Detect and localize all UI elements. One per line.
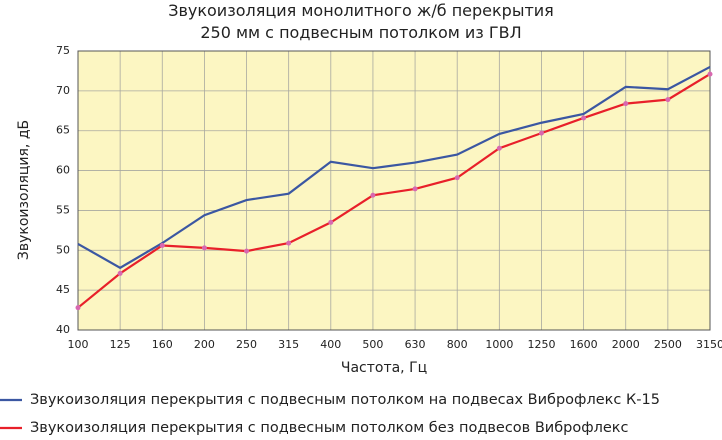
- y-tick-label: 55: [56, 203, 70, 216]
- data-point: [454, 175, 460, 181]
- y-tick-label: 75: [56, 44, 70, 57]
- data-point: [623, 101, 629, 107]
- y-tick-label: 40: [56, 323, 70, 336]
- data-point: [538, 130, 544, 136]
- x-axis-label: Частота, Гц: [341, 360, 427, 376]
- x-tick-label: 400: [320, 338, 341, 351]
- x-tick-label: 250: [236, 338, 257, 351]
- y-tick-label: 65: [56, 124, 70, 137]
- x-tick-label: 2000: [612, 338, 640, 351]
- data-line: [77, 73, 711, 309]
- data-point: [286, 240, 292, 246]
- x-tick-label: 2500: [654, 338, 682, 351]
- x-tick-label: 160: [152, 338, 173, 351]
- data-point: [412, 186, 418, 192]
- x-tick-label: 630: [405, 338, 426, 351]
- legend-label: Звукоизоляция перекрытия с подвесным пот…: [30, 392, 660, 408]
- data-point: [75, 305, 81, 311]
- y-tick-label: 70: [56, 84, 70, 97]
- x-tick-label: 100: [68, 338, 89, 351]
- x-tick-label: 315: [278, 338, 299, 351]
- x-tick-label: 125: [110, 338, 131, 351]
- x-tick-label: 200: [194, 338, 215, 351]
- y-tick-label: 50: [56, 243, 70, 256]
- x-tick-label: 1250: [527, 338, 555, 351]
- plot-border: [77, 50, 711, 331]
- data-point: [244, 248, 250, 254]
- plot-background: [78, 51, 710, 330]
- data-point: [328, 219, 334, 225]
- data-point: [665, 97, 671, 103]
- data-point: [707, 71, 713, 77]
- title-box: Звукоизоляция монолитного ж/б перекрытия…: [0, 0, 722, 44]
- y-tick-label: 45: [56, 283, 70, 296]
- x-tick-label: 1000: [485, 338, 513, 351]
- data-line: [77, 65, 711, 270]
- data-point: [370, 192, 376, 198]
- x-tick-label: 3150: [696, 338, 722, 351]
- data-point: [201, 245, 207, 251]
- x-tick-label: 500: [362, 338, 383, 351]
- data-point: [581, 115, 587, 121]
- x-tick-label: 1600: [570, 338, 598, 351]
- data-point: [117, 270, 123, 276]
- legend-label: Звукоизоляция перекрытия с подвесным пот…: [30, 420, 629, 436]
- y-tick-label: 60: [56, 164, 70, 177]
- data-point: [159, 243, 165, 249]
- y-axis-label: Звукоизоляция, дБ: [16, 120, 32, 260]
- chart-title: Звукоизоляция монолитного ж/б перекрытия…: [168, 1, 554, 42]
- x-tick-label: 800: [447, 338, 468, 351]
- data-point: [496, 145, 502, 151]
